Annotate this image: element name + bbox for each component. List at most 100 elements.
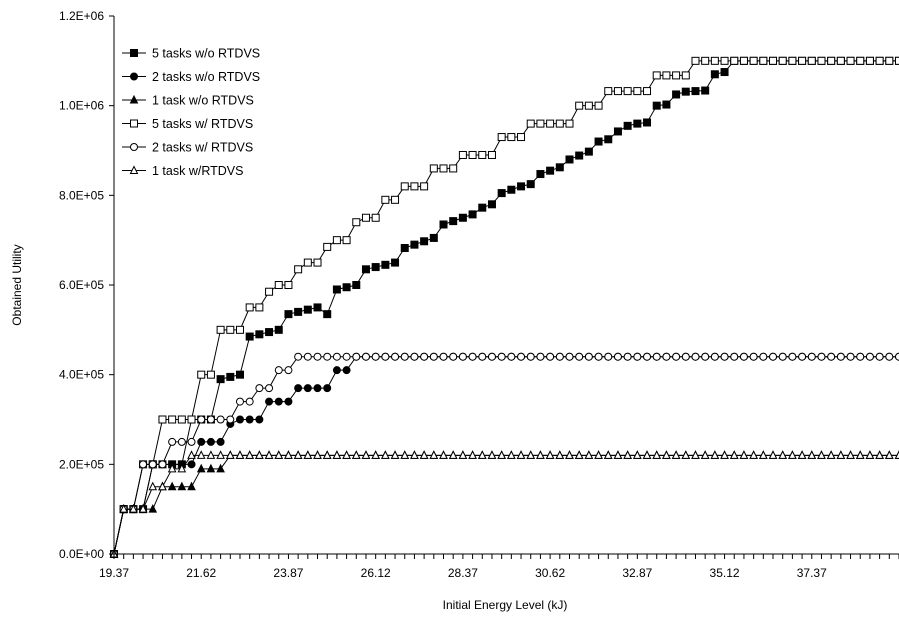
data-point <box>518 451 525 458</box>
data-point <box>896 57 899 64</box>
data-point <box>382 261 389 268</box>
data-point <box>421 183 428 190</box>
data-point <box>576 152 583 159</box>
data-point <box>711 57 718 64</box>
x-tick-label: 32.87 <box>622 566 652 580</box>
data-point <box>702 87 709 94</box>
data-point <box>178 416 185 423</box>
data-point <box>343 451 350 458</box>
data-point <box>343 284 350 291</box>
data-point <box>789 451 796 458</box>
data-point <box>333 286 340 293</box>
data-point <box>392 196 399 203</box>
data-point <box>585 148 592 155</box>
data-point <box>876 57 883 64</box>
data-point <box>256 451 263 458</box>
data-point <box>634 353 641 360</box>
data-point <box>518 353 525 360</box>
data-point <box>324 311 331 318</box>
data-point <box>847 451 854 458</box>
data-point <box>566 353 573 360</box>
data-point <box>479 204 486 211</box>
data-point <box>731 451 738 458</box>
series-line <box>114 455 899 554</box>
series-3 <box>111 451 899 557</box>
data-point <box>770 451 777 458</box>
data-point <box>624 451 631 458</box>
data-point <box>760 451 767 458</box>
data-point <box>217 451 224 458</box>
y-axis-title: Obtained Utility <box>10 244 24 325</box>
data-point <box>285 367 292 374</box>
data-point <box>634 451 641 458</box>
data-point <box>421 238 428 245</box>
data-point <box>333 367 340 374</box>
data-point <box>876 353 883 360</box>
data-point <box>857 451 864 458</box>
data-point <box>304 306 311 313</box>
series-line <box>114 61 899 554</box>
data-point <box>236 416 243 423</box>
data-point <box>488 451 495 458</box>
data-point <box>450 353 457 360</box>
data-point <box>159 461 166 468</box>
x-tick-label: 37.37 <box>797 566 827 580</box>
data-point <box>508 134 515 141</box>
y-tick-label: 8.0E+05 <box>59 188 104 202</box>
data-point <box>382 196 389 203</box>
series-6 <box>111 451 899 557</box>
data-point <box>469 451 476 458</box>
data-point <box>198 416 205 423</box>
data-point <box>207 416 214 423</box>
data-point <box>488 151 495 158</box>
data-point <box>886 57 893 64</box>
series-line <box>114 61 899 554</box>
data-point <box>634 88 641 95</box>
data-point <box>595 451 602 458</box>
data-point <box>266 329 273 336</box>
data-point <box>760 353 767 360</box>
data-point <box>682 88 689 95</box>
data-point <box>614 128 621 135</box>
data-point <box>149 505 156 512</box>
data-point <box>295 385 302 392</box>
data-point <box>159 416 166 423</box>
legend-item: 5 tasks w/o RTDVS <box>122 47 260 61</box>
data-point <box>401 451 408 458</box>
data-point <box>246 416 253 423</box>
data-point <box>227 416 234 423</box>
data-point <box>644 119 651 126</box>
data-point <box>198 438 205 445</box>
data-point <box>440 165 447 172</box>
data-point <box>198 371 205 378</box>
x-tick-label: 28.37 <box>448 566 478 580</box>
data-point <box>285 282 292 289</box>
data-point <box>440 353 447 360</box>
x-tick-label: 21.62 <box>186 566 216 580</box>
data-point <box>372 451 379 458</box>
data-point <box>295 353 302 360</box>
data-point <box>246 333 253 340</box>
data-point <box>459 214 466 221</box>
legend-label: 2 tasks w/ RTDVS <box>152 141 253 155</box>
data-point <box>411 241 418 248</box>
y-tick-label: 1.0E+06 <box>59 99 104 113</box>
data-point <box>304 259 311 266</box>
data-point <box>847 353 854 360</box>
data-point <box>702 451 709 458</box>
data-point <box>866 57 873 64</box>
data-point <box>605 451 612 458</box>
data-point <box>450 165 457 172</box>
data-point <box>653 102 660 109</box>
series-line <box>114 455 899 554</box>
data-point <box>547 451 554 458</box>
data-point <box>789 353 796 360</box>
data-point <box>440 451 447 458</box>
data-point <box>847 57 854 64</box>
data-point <box>304 451 311 458</box>
data-point <box>556 353 563 360</box>
data-point <box>750 451 757 458</box>
data-point <box>644 451 651 458</box>
data-point <box>469 211 476 218</box>
